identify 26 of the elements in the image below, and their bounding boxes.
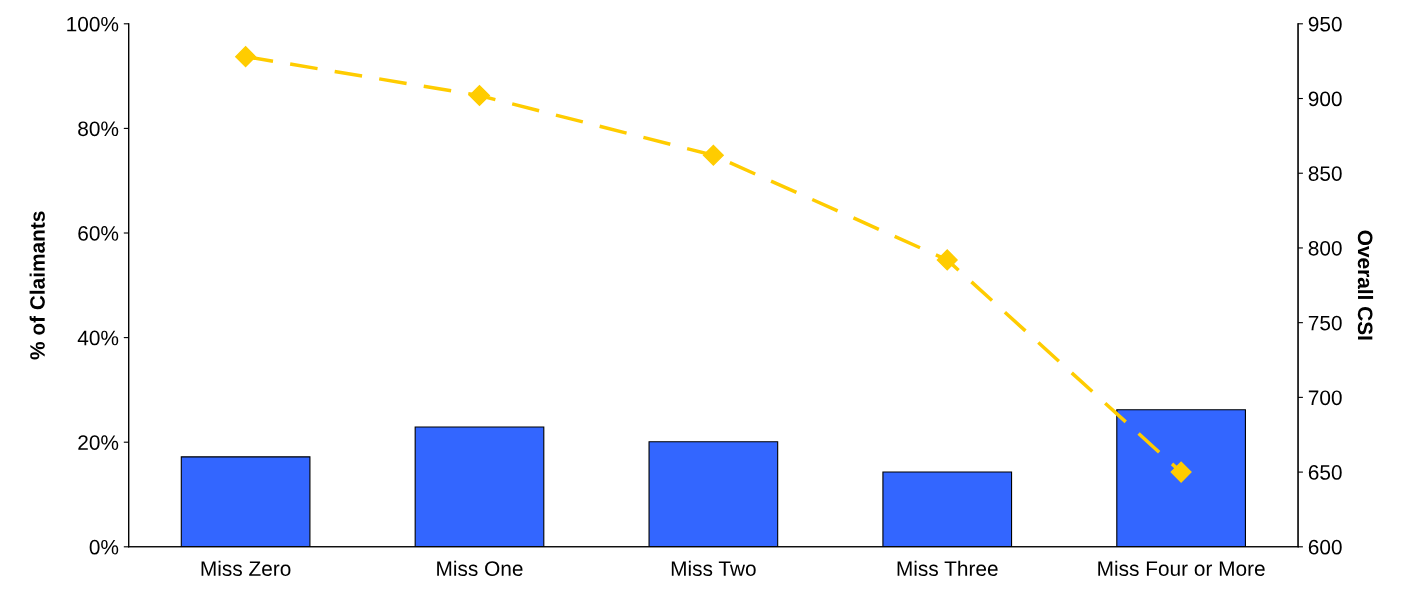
point	[468, 85, 491, 107]
y-tick-label: 40%	[77, 330, 119, 346]
y-tick-label: 60%	[78, 226, 119, 241]
x-tick-label: Miss Four or More	[1098, 560, 1265, 576]
y2-tick-label: 950	[1308, 16, 1342, 32]
y2-tick-label: 750	[1308, 315, 1342, 331]
y2-axis-title: Overall CSI	[1357, 230, 1374, 340]
x-tick-label: Miss Three	[897, 560, 998, 576]
y-tick-label: 20%	[78, 435, 119, 450]
point	[936, 249, 958, 271]
point	[235, 46, 257, 68]
x-tick-label: Miss One	[437, 560, 523, 576]
x-tick-label: Miss Zero	[201, 560, 291, 576]
x-tick-label: Miss Two	[671, 560, 756, 576]
y-tick-label: 0%	[89, 539, 119, 555]
y2-tick-label: 850	[1308, 166, 1342, 181]
y2-tick-label: 700	[1308, 390, 1342, 406]
y2-tick-label: 800	[1308, 240, 1342, 256]
point	[1170, 461, 1192, 483]
y2-tick-label: 600	[1308, 539, 1342, 555]
y2-tick-label: 900	[1308, 91, 1342, 107]
y-tick-label: 80%	[78, 121, 119, 137]
y2-tick-label: 650	[1308, 465, 1342, 480]
point	[702, 144, 724, 166]
y-tick-label: 100%	[67, 16, 119, 32]
y-axis-title: % of Claimants	[29, 211, 45, 360]
